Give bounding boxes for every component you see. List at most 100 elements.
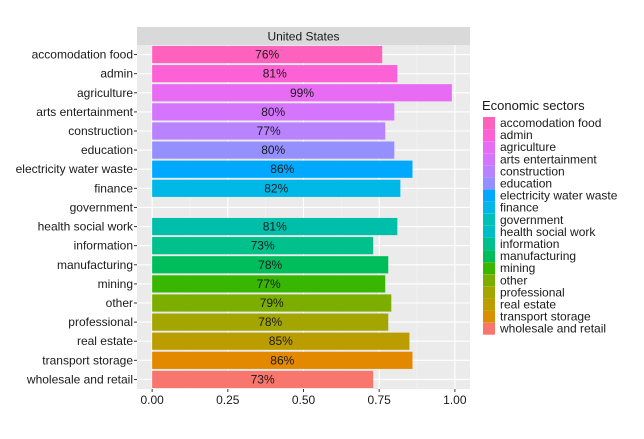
legend-key bbox=[483, 274, 495, 287]
legend-label: agriculture bbox=[500, 140, 556, 154]
legend-key bbox=[483, 238, 495, 250]
bar bbox=[152, 351, 413, 369]
bar bbox=[152, 275, 386, 293]
legend-key bbox=[483, 153, 495, 166]
x-tick-label: 0.00 bbox=[140, 393, 164, 407]
legend-label: electricity water waste bbox=[500, 189, 618, 203]
y-tick-label: other bbox=[106, 296, 133, 310]
y-tick-label: information bbox=[74, 239, 133, 253]
bar bbox=[152, 84, 452, 102]
legend-key bbox=[483, 213, 495, 226]
y-tick-label: wholesale and retail bbox=[26, 372, 133, 386]
legend: Economic sectors accomodation foodadmina… bbox=[482, 98, 618, 336]
bar bbox=[152, 179, 401, 197]
x-axis: 0.00 0.25 0.50 0.75 1.00 bbox=[140, 389, 467, 407]
legend-key bbox=[483, 322, 495, 335]
bar bbox=[152, 256, 389, 274]
bar bbox=[152, 65, 398, 83]
bar-value-label: 80% bbox=[261, 143, 285, 157]
bar-value-label: 86% bbox=[270, 353, 294, 367]
bar bbox=[152, 122, 386, 140]
legend-label: information bbox=[500, 237, 559, 251]
bar bbox=[152, 45, 383, 64]
strip-background bbox=[137, 27, 470, 45]
bar-value-label: 78% bbox=[258, 315, 282, 329]
legend-label: admin bbox=[500, 128, 533, 142]
legend-label: other bbox=[500, 273, 527, 287]
bar-value-label: 78% bbox=[258, 258, 282, 272]
bar-value-label: 79% bbox=[260, 296, 284, 310]
y-tick-label: manufacturing bbox=[57, 258, 133, 272]
legend-key bbox=[483, 201, 495, 214]
legend-key bbox=[483, 189, 495, 202]
bar bbox=[152, 313, 389, 331]
bar-value-label: 85% bbox=[269, 334, 293, 348]
x-tick-label: 0.75 bbox=[368, 393, 392, 407]
x-tick-label: 1.00 bbox=[443, 393, 467, 407]
y-tick-label: finance bbox=[94, 181, 133, 195]
x-tick-label: 0.50 bbox=[292, 393, 316, 407]
legend-label: finance bbox=[500, 201, 539, 215]
legend-label: manufacturing bbox=[500, 249, 576, 263]
y-tick-label: mining bbox=[98, 277, 133, 291]
legend-key bbox=[483, 225, 495, 238]
bar-value-label: 73% bbox=[251, 239, 275, 253]
legend-label: professional bbox=[500, 285, 565, 299]
legend-key bbox=[483, 298, 495, 311]
bar bbox=[152, 160, 413, 178]
y-tick-label: construction bbox=[68, 124, 133, 138]
bar bbox=[152, 217, 398, 236]
legend-key bbox=[483, 129, 495, 142]
y-tick-label: electricity water waste bbox=[16, 162, 134, 176]
legend-label: mining bbox=[500, 261, 535, 275]
bar bbox=[152, 332, 410, 350]
bar bbox=[152, 370, 374, 389]
bar-value-label: 99% bbox=[290, 86, 314, 100]
y-tick-label: transport storage bbox=[42, 353, 133, 367]
bar-value-label: 86% bbox=[270, 162, 294, 176]
legend-label: arts entertainment bbox=[500, 152, 597, 166]
x-tick-label: 0.25 bbox=[216, 393, 240, 407]
y-axis: accomodation food admin agriculture arts en… bbox=[16, 48, 137, 386]
bar bbox=[152, 294, 392, 312]
grid-minor bbox=[189, 45, 418, 389]
bar-value-label: 73% bbox=[251, 372, 275, 386]
legend-label: transport storage bbox=[500, 310, 591, 324]
legend-label: construction bbox=[500, 164, 565, 178]
legend-label: government bbox=[500, 213, 564, 227]
legend-key bbox=[483, 310, 495, 323]
bar-value-label: 77% bbox=[257, 277, 281, 291]
legend-label: real estate bbox=[500, 298, 556, 312]
bar-value-label: 82% bbox=[264, 181, 288, 195]
bar bbox=[152, 237, 374, 255]
bar-value-label: 76% bbox=[255, 48, 279, 62]
y-tick-label: arts entertainment bbox=[36, 105, 133, 119]
legend-key bbox=[483, 250, 495, 263]
legend-key bbox=[483, 177, 495, 190]
bar-value-label: 81% bbox=[263, 67, 287, 81]
y-tick-label: real estate bbox=[77, 334, 133, 348]
legend-key bbox=[483, 117, 495, 129]
y-tick-label: government bbox=[70, 200, 134, 214]
legend-label: education bbox=[500, 177, 552, 191]
bar bbox=[152, 141, 395, 159]
legend-label: wholesale and retail bbox=[499, 322, 606, 336]
bar-labels: 76%81%99%80%77%80%86%82%81%73%78%77%79%7… bbox=[251, 48, 315, 387]
y-tick-label: agriculture bbox=[77, 86, 133, 100]
legend-key bbox=[483, 165, 495, 178]
legend-label: accomodation food bbox=[500, 116, 601, 130]
bars bbox=[152, 45, 452, 389]
legend-key bbox=[483, 286, 495, 299]
legend-key bbox=[483, 262, 495, 275]
legend-label: health social work bbox=[500, 225, 596, 239]
legend-title: Economic sectors bbox=[482, 98, 585, 113]
y-tick-label: health social work bbox=[38, 220, 134, 234]
bar bbox=[152, 103, 395, 121]
bar-value-label: 81% bbox=[263, 220, 287, 234]
bar-value-label: 80% bbox=[261, 105, 285, 119]
y-tick-label: professional bbox=[68, 315, 133, 329]
y-tick-label: accomodation food bbox=[32, 48, 133, 62]
facet-title: United States bbox=[267, 30, 339, 44]
